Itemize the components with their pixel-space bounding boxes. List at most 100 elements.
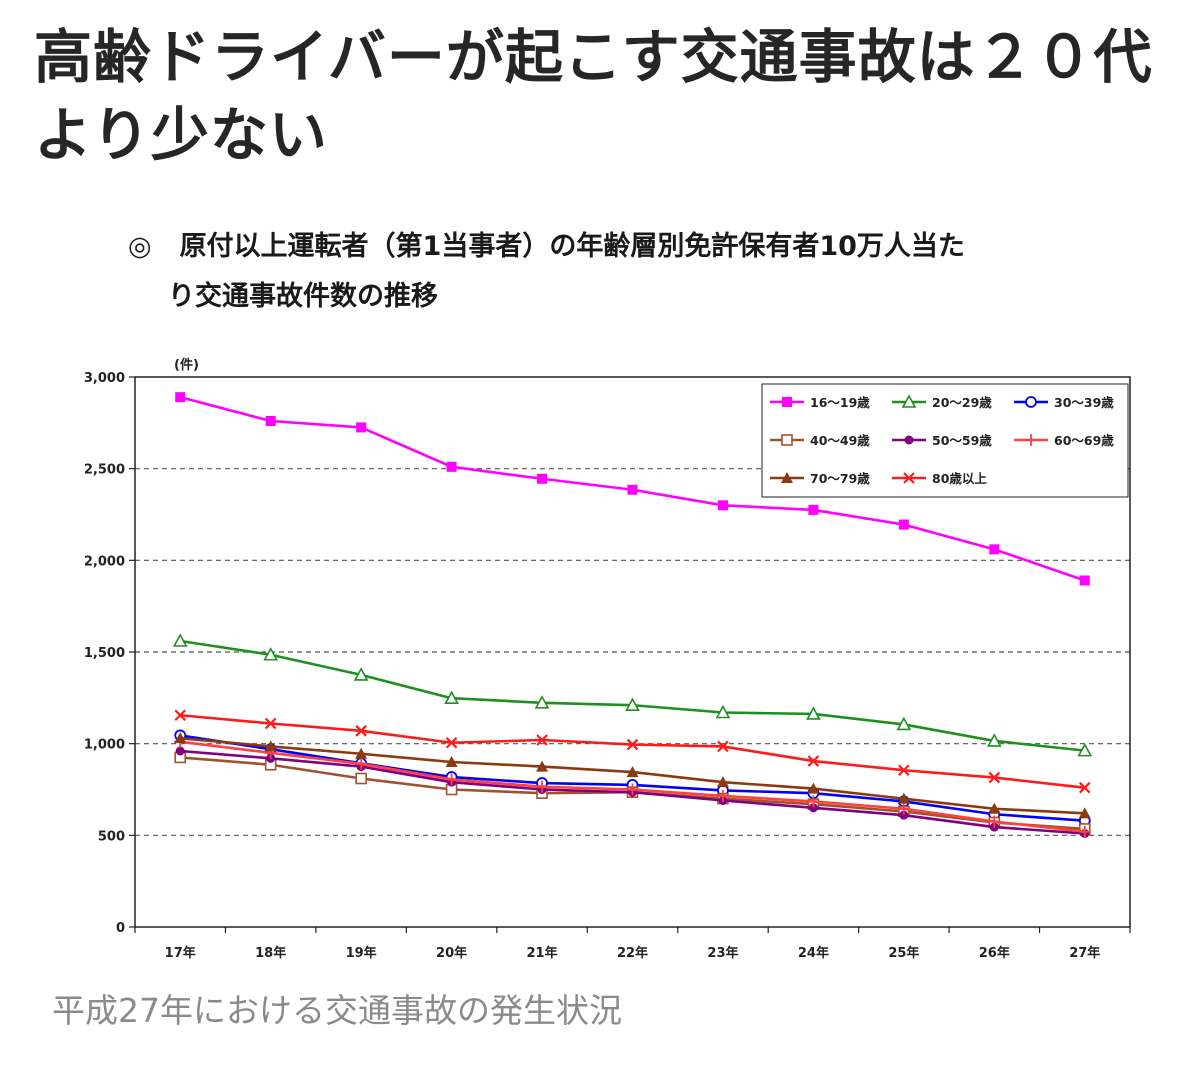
data-point bbox=[808, 803, 818, 813]
data-point bbox=[536, 734, 548, 746]
legend-swatch-marker bbox=[904, 435, 914, 445]
data-point bbox=[445, 773, 458, 786]
data-point bbox=[537, 473, 548, 484]
data-point bbox=[626, 738, 639, 751]
legend-item: 40～49歳 bbox=[770, 433, 870, 448]
y-tick-label: 2,500 bbox=[84, 463, 125, 478]
data-point bbox=[355, 772, 367, 785]
data-point bbox=[264, 740, 277, 752]
x-tick-label: 18年 bbox=[255, 945, 286, 961]
series-7 bbox=[174, 732, 1091, 819]
legend-item: 30～39歳 bbox=[1014, 395, 1114, 410]
series-8 bbox=[174, 709, 1091, 794]
data-point bbox=[716, 789, 729, 802]
data-point bbox=[174, 709, 187, 722]
data-point bbox=[175, 746, 185, 756]
legend-swatch-marker bbox=[1025, 434, 1037, 446]
data-point bbox=[263, 647, 279, 661]
legend-item: 16～19歳 bbox=[770, 395, 870, 410]
data-point bbox=[988, 815, 1001, 828]
series-lines bbox=[172, 392, 1093, 838]
legend-label: 40～49歳 bbox=[810, 433, 870, 448]
y-tick-label: 1,500 bbox=[84, 646, 125, 661]
series-line bbox=[180, 734, 1085, 822]
data-point bbox=[898, 764, 910, 777]
data-point bbox=[444, 690, 459, 705]
data-point bbox=[807, 782, 820, 794]
legend: 16～19歳 20～29歳 30～39歳 40～49歳 50～59歳 60～69歳 70～7… bbox=[761, 383, 1129, 498]
data-point bbox=[717, 740, 729, 753]
legend-label: 60～69歳 bbox=[1054, 433, 1114, 448]
x-tick-label: 22年 bbox=[617, 945, 648, 961]
legend-swatch-marker bbox=[1025, 396, 1037, 408]
data-point bbox=[989, 544, 1000, 555]
data-point bbox=[1079, 575, 1090, 586]
legend-swatch-marker bbox=[901, 394, 917, 408]
series-1 bbox=[175, 392, 1090, 586]
data-point bbox=[988, 771, 1001, 784]
grid-lines bbox=[135, 468, 1130, 836]
data-point bbox=[1078, 781, 1091, 794]
series-6 bbox=[174, 735, 1091, 838]
data-point bbox=[172, 633, 188, 647]
data-point bbox=[1077, 742, 1093, 757]
y-tick-label: 500 bbox=[98, 829, 125, 844]
data-point bbox=[445, 756, 458, 767]
data-point bbox=[355, 725, 367, 737]
chart-title-line1: 原付以上運転者（第1当事者）の年齢層別免許保有者10万人当た bbox=[179, 231, 965, 262]
legend-item: 80歳以上 bbox=[892, 471, 987, 486]
data-point bbox=[806, 706, 821, 720]
data-point bbox=[807, 755, 820, 767]
data-point bbox=[536, 760, 549, 772]
x-tick-label: 17年 bbox=[165, 945, 196, 961]
x-tick-label: 20年 bbox=[436, 945, 467, 961]
chart-title: ◎ 原付以上運転者（第1当事者）の年齢層別免許保有者10万人当た り交通事故件数の… bbox=[128, 222, 1128, 322]
data-point bbox=[265, 416, 276, 426]
legend-label: 80歳以上 bbox=[932, 471, 987, 486]
y-tick-label: 0 bbox=[116, 921, 125, 936]
legend-item: 20～29歳 bbox=[892, 394, 992, 410]
series-line bbox=[180, 639, 1085, 752]
data-point bbox=[716, 776, 729, 788]
legend-label: 20～29歳 bbox=[932, 395, 992, 410]
x-tick-label: 23年 bbox=[707, 945, 738, 961]
legend-box bbox=[761, 383, 1129, 498]
data-point bbox=[897, 792, 910, 804]
legend-swatch-marker bbox=[903, 472, 915, 484]
data-point bbox=[264, 717, 277, 730]
data-point bbox=[717, 500, 728, 511]
x-tick-label: 21年 bbox=[526, 945, 557, 961]
legend-item: 70～79歳 bbox=[770, 471, 870, 486]
y-axis-ticks: 0 500 1,000 1,500 2,000 2,500 3,000 bbox=[84, 371, 135, 936]
legend-swatch-marker bbox=[781, 472, 793, 483]
data-point bbox=[446, 461, 457, 472]
legend-item: 60～69歳 bbox=[1014, 433, 1114, 448]
data-point bbox=[899, 810, 909, 820]
y-unit-label: (件) bbox=[174, 357, 199, 373]
legend-label: 30～39歳 bbox=[1054, 395, 1114, 410]
data-point bbox=[627, 484, 638, 495]
data-point bbox=[807, 795, 820, 808]
data-point bbox=[986, 733, 1002, 747]
data-point bbox=[353, 667, 369, 681]
data-point bbox=[355, 757, 368, 770]
data-point bbox=[534, 695, 550, 709]
data-point bbox=[715, 704, 731, 719]
data-point bbox=[536, 780, 549, 793]
chart-title-line2: り交通事故件数の推移 bbox=[168, 281, 438, 312]
x-tick-label: 27年 bbox=[1069, 945, 1100, 961]
x-tick-label: 19年 bbox=[346, 945, 377, 961]
data-point bbox=[445, 736, 458, 749]
data-point bbox=[356, 422, 367, 433]
caption: 平成27年における交通事故の発生状況 bbox=[52, 991, 622, 1030]
x-tick-label: 26年 bbox=[979, 945, 1010, 961]
series-2 bbox=[172, 633, 1093, 757]
data-point bbox=[1078, 807, 1091, 819]
y-tick-label: 3,000 bbox=[84, 371, 125, 386]
legend-swatch-marker bbox=[782, 397, 792, 407]
data-point bbox=[897, 802, 910, 815]
legend-label: 50～59歳 bbox=[932, 433, 992, 448]
data-point bbox=[355, 747, 368, 759]
x-tick-label: 24年 bbox=[798, 945, 829, 961]
data-point bbox=[988, 802, 1001, 814]
